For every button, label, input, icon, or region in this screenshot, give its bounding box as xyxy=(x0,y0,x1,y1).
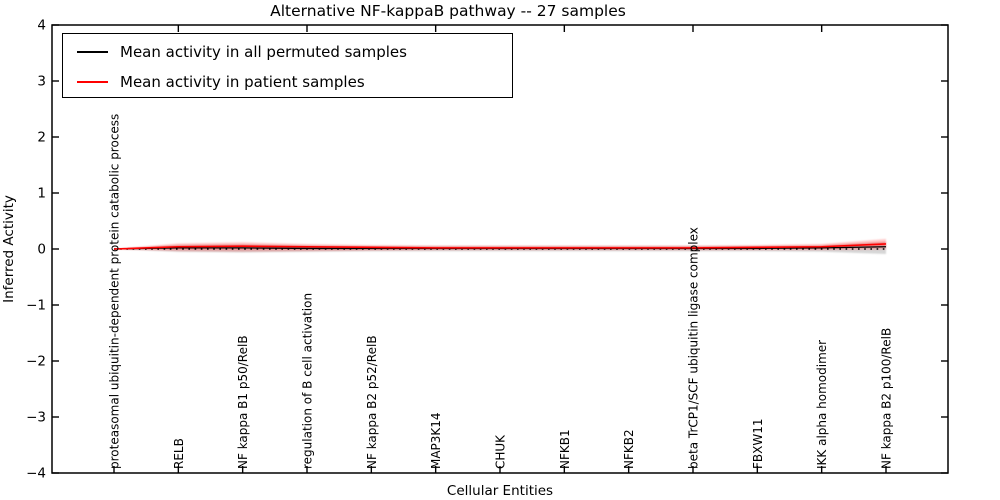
y-axis-label: Inferred Activity xyxy=(1,195,17,303)
y-tick-label: −3 xyxy=(26,410,46,426)
x-category-label: CHUK xyxy=(494,434,508,469)
x-category-label: NFKB2 xyxy=(622,429,636,469)
x-category-label: RELB xyxy=(172,438,186,469)
y-tick-label: 4 xyxy=(37,18,46,34)
x-category-label: MAP3K14 xyxy=(429,412,443,469)
y-tick-label: 2 xyxy=(37,130,46,146)
chart-title: Alternative NF-kappaB pathway -- 27 samp… xyxy=(270,2,626,20)
legend-item-permuted: Mean activity in all permuted samples xyxy=(63,37,512,67)
y-tick-label: 1 xyxy=(37,186,46,202)
legend-item-patient: Mean activity in patient samples xyxy=(63,67,512,97)
x-category-label: NFKB1 xyxy=(558,429,572,469)
legend-line-swatch-patient xyxy=(77,81,108,83)
y-tick-label: 0 xyxy=(37,242,46,258)
legend-label-permuted: Mean activity in all permuted samples xyxy=(120,43,407,61)
y-tick-label: −2 xyxy=(26,354,46,370)
x-axis-label: Cellular Entities xyxy=(447,483,553,499)
legend-line-swatch-permuted xyxy=(77,51,108,53)
x-category-label: NF kappa B2 p52/RelB xyxy=(365,335,379,469)
y-tick-label: −1 xyxy=(26,298,46,314)
x-category-label: FBXW11 xyxy=(751,419,765,470)
x-category-label: proteasomal ubiquitin-dependent protein … xyxy=(108,114,122,469)
x-category-label: NF kappa B2 p100/RelB xyxy=(880,328,894,469)
y-tick-label: 3 xyxy=(37,74,46,90)
y-tick-label: −4 xyxy=(26,466,46,482)
x-category-label: IKK alpha homodimer xyxy=(815,340,829,469)
legend-label-patient: Mean activity in patient samples xyxy=(120,73,365,91)
patient-mean-line xyxy=(113,243,887,250)
x-category-label: regulation of B cell activation xyxy=(301,293,315,469)
legend: Mean activity in all permuted samples Me… xyxy=(62,33,513,98)
x-category-label: beta TrCP1/SCF ubiquitin ligase complex xyxy=(687,227,701,469)
x-category-label: NF kappa B1 p50/RelB xyxy=(236,335,250,469)
